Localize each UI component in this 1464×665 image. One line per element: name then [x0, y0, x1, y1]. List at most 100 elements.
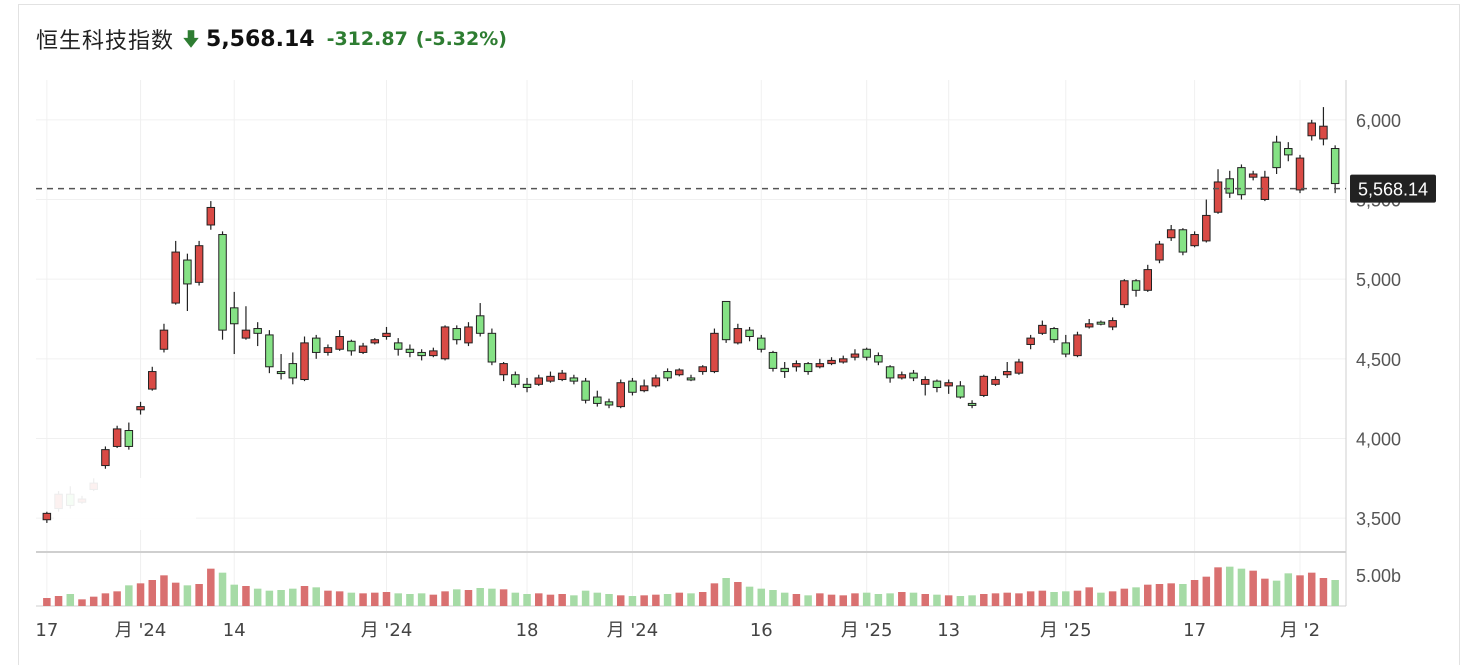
candle-body — [1108, 320, 1117, 328]
volume-bar — [253, 588, 262, 606]
volume-bar — [1038, 590, 1047, 606]
volume-bar — [54, 596, 63, 606]
candle-body — [475, 315, 485, 334]
volume-bar — [453, 589, 461, 606]
x-tick-label: 18 — [516, 620, 539, 641]
candle-body — [487, 332, 497, 363]
candle-body — [370, 339, 380, 344]
volume-bar — [499, 589, 508, 606]
y-tick-label: 3,500 — [1356, 509, 1401, 529]
candle-body — [276, 371, 286, 375]
volume-bar — [101, 593, 110, 606]
candle-body — [920, 379, 930, 385]
volume-bar — [1225, 566, 1234, 606]
candle-body — [218, 234, 227, 331]
volume-bar — [1261, 578, 1269, 606]
volume-bar — [1202, 576, 1211, 606]
volume-bar — [570, 595, 578, 606]
volume-bar — [1179, 584, 1187, 606]
candle-body — [1307, 122, 1316, 137]
volume-bar — [1284, 573, 1293, 606]
volume-bar — [921, 594, 929, 606]
volume-bar — [956, 596, 965, 606]
candle-body — [850, 353, 860, 358]
candle-body — [42, 512, 52, 521]
volume-bar — [277, 590, 285, 606]
volume-bar — [441, 591, 449, 606]
candle-body — [698, 366, 707, 373]
volume-bar — [558, 594, 566, 606]
candle-body — [1073, 334, 1082, 357]
volume-bar — [698, 592, 707, 606]
candle-body — [229, 307, 239, 325]
volume-bar — [991, 593, 1000, 606]
candle-body — [1026, 337, 1035, 345]
volume-bar — [1249, 570, 1257, 606]
candle-body — [136, 406, 145, 411]
volume-bar — [1120, 588, 1129, 606]
volume-bar — [417, 593, 426, 606]
candle-body — [569, 377, 579, 382]
volume-bar — [1062, 591, 1070, 606]
candle-body — [382, 332, 391, 338]
candle-body — [534, 377, 543, 385]
volume-tick-label: 5.00b — [1356, 566, 1401, 586]
volume-bar — [710, 583, 719, 606]
volume-bar — [546, 594, 555, 606]
candle-body — [593, 396, 602, 404]
volume-bar — [652, 594, 660, 606]
volume-bar — [136, 583, 145, 606]
candle-body — [1213, 181, 1223, 213]
volume-bar — [628, 596, 637, 606]
candle-body — [862, 348, 871, 358]
volume-bar — [394, 593, 402, 606]
candle-body — [1155, 243, 1164, 261]
candle-body — [1190, 234, 1199, 247]
volume-bar — [1026, 591, 1035, 606]
candle-body — [557, 372, 567, 381]
y-tick-label: 4,000 — [1356, 429, 1401, 449]
volume-bar — [207, 568, 215, 606]
volume-bar — [125, 585, 133, 606]
volume-bar — [769, 590, 777, 606]
volume-bar — [523, 594, 531, 606]
volume-bar — [792, 594, 801, 606]
volume-bar — [429, 594, 438, 606]
candle-body — [815, 363, 825, 368]
quote-header: 恒生科技指数 5,568.14 -312.87 (-5.32%) — [36, 22, 507, 56]
candle-body — [546, 375, 555, 382]
candle-body — [1330, 148, 1340, 185]
volume-bar — [745, 586, 754, 606]
candles — [42, 107, 1340, 523]
candle-body — [206, 206, 216, 226]
candle-body — [171, 251, 180, 304]
candle-body — [1225, 178, 1234, 194]
x-tick-label: 17 — [35, 620, 58, 641]
candle-body — [1131, 280, 1141, 291]
volume-bar — [944, 595, 953, 606]
volume-bar — [663, 594, 672, 606]
candle-body — [1084, 323, 1094, 328]
candle-body — [112, 428, 122, 447]
x-tick-label: 14 — [223, 620, 246, 641]
volume-bar — [862, 592, 871, 606]
volume-bar — [347, 592, 356, 606]
x-tick-label: 月 '24 — [115, 620, 167, 641]
candle-body — [347, 340, 356, 352]
volume-bar — [488, 588, 496, 606]
volume-bar — [780, 592, 789, 606]
candle-body — [1295, 157, 1305, 191]
candle-body — [522, 383, 532, 388]
volume-bar — [874, 594, 883, 606]
candle-body — [651, 377, 661, 387]
candle-body — [1319, 125, 1328, 140]
volume-bar — [581, 590, 590, 606]
volume-bar — [816, 593, 824, 606]
candle-body — [909, 372, 918, 379]
volume-bar — [476, 588, 484, 606]
candle-body — [148, 371, 157, 390]
volume-bar — [898, 592, 906, 606]
overlay-smudge — [54, 478, 196, 530]
volume-bar — [886, 593, 894, 606]
